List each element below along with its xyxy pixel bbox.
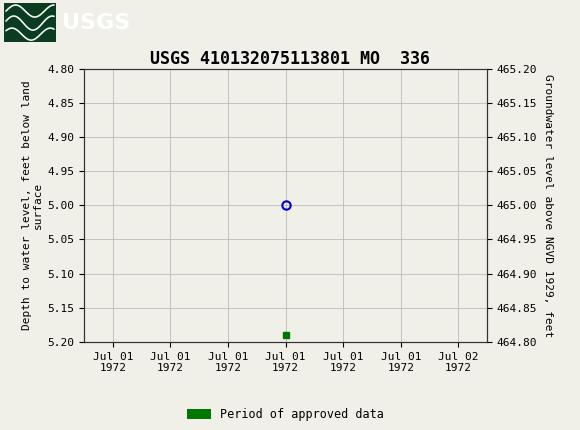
Y-axis label: Depth to water level, feet below land
surface: Depth to water level, feet below land su… (21, 80, 44, 330)
Text: USGS 410132075113801 MO  336: USGS 410132075113801 MO 336 (150, 50, 430, 68)
Y-axis label: Groundwater level above NGVD 1929, feet: Groundwater level above NGVD 1929, feet (543, 74, 553, 337)
Legend: Period of approved data: Period of approved data (183, 404, 389, 426)
Bar (4, 3, 56, 42)
Text: USGS: USGS (62, 13, 130, 33)
